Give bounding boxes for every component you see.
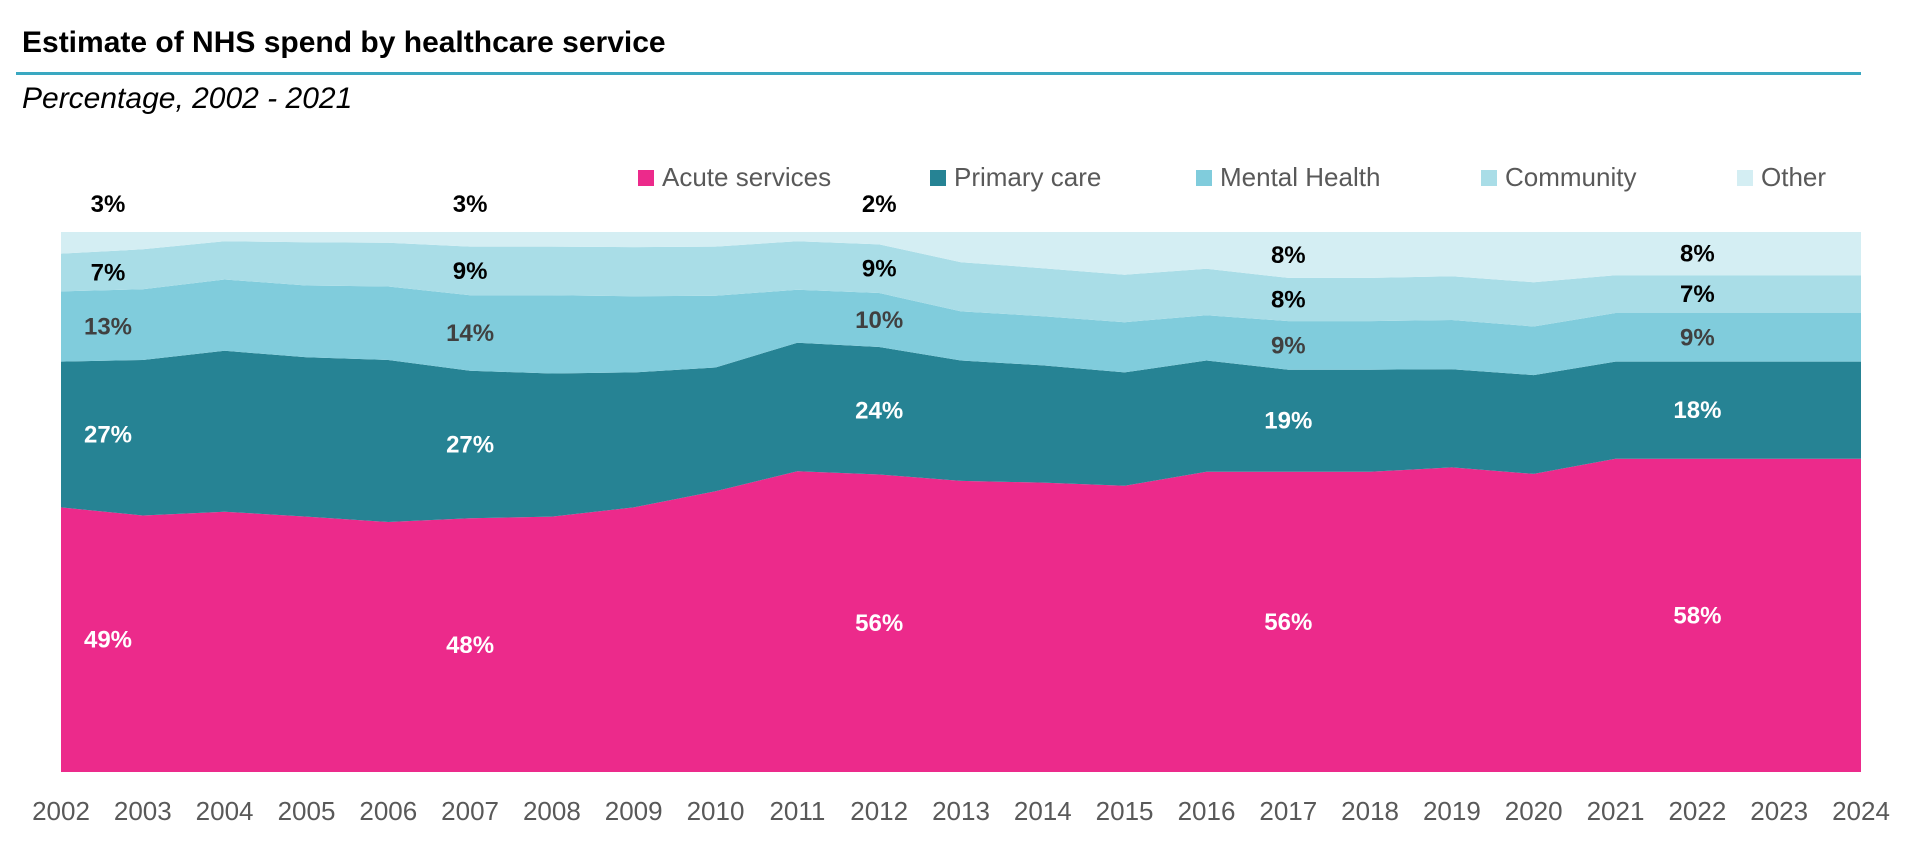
- data-label-other-2007: 3%: [453, 191, 488, 218]
- data-label-community-2012: 9%: [862, 256, 897, 283]
- x-tick-label-2011: 2011: [769, 796, 825, 826]
- x-axis-ticks: 2002 2003 2004 2005 2006 2007 2008 2009 2010 2011…: [32, 796, 1890, 826]
- data-label-acute-services-2022: 58%: [1673, 602, 1721, 629]
- data-label-primary-care-2012: 24%: [855, 398, 903, 425]
- data-label-other-2002: 3%: [91, 191, 126, 218]
- legend-swatch-other: [1737, 170, 1753, 186]
- data-label-other-2017: 8%: [1271, 242, 1306, 269]
- x-tick-label-2010: 2010: [687, 796, 745, 826]
- x-tick-label-2013: 2013: [932, 796, 990, 826]
- data-label-primary-care-2007: 27%: [446, 432, 494, 459]
- data-labels: 49% 27% 13% 7% 3% 48% 27% 14% 9% 3% 56% 24% 10% 9% 2% 5…: [84, 191, 1721, 659]
- legend-label-community: Community: [1505, 162, 1636, 192]
- data-label-community-2002: 7%: [91, 260, 126, 287]
- x-tick-label-2022: 2022: [1668, 796, 1726, 826]
- legend-swatch-acute-services: [638, 170, 654, 186]
- legend-label-other: Other: [1761, 162, 1826, 192]
- x-tick-label-2002: 2002: [32, 796, 90, 826]
- legend-swatch-primary-care: [930, 170, 946, 186]
- data-label-mental-health-2002: 13%: [84, 314, 132, 341]
- x-tick-label-2021: 2021: [1587, 796, 1645, 826]
- area-mental-health: [61, 279, 1861, 376]
- data-label-other-2012: 2%: [862, 191, 897, 218]
- data-label-mental-health-2007: 14%: [446, 320, 494, 347]
- x-tick-label-2005: 2005: [278, 796, 336, 826]
- data-label-acute-services-2017: 56%: [1264, 609, 1312, 636]
- data-label-primary-care-2002: 27%: [84, 422, 132, 449]
- data-label-mental-health-2022: 9%: [1680, 324, 1715, 351]
- x-tick-label-2012: 2012: [850, 796, 908, 826]
- data-label-other-2022: 8%: [1680, 241, 1715, 268]
- x-tick-label-2015: 2015: [1096, 796, 1154, 826]
- x-tick-label-2006: 2006: [359, 796, 417, 826]
- data-label-mental-health-2012: 10%: [855, 307, 903, 334]
- legend-swatch-mental-health: [1196, 170, 1212, 186]
- data-label-community-2022: 7%: [1680, 281, 1715, 308]
- data-label-acute-services-2002: 49%: [84, 627, 132, 654]
- x-tick-label-2016: 2016: [1178, 796, 1236, 826]
- x-tick-label-2023: 2023: [1750, 796, 1808, 826]
- data-label-mental-health-2017: 9%: [1271, 332, 1306, 359]
- legend-label-acute-services: Acute services: [662, 162, 831, 192]
- data-label-primary-care-2022: 18%: [1673, 397, 1721, 424]
- data-label-acute-services-2012: 56%: [855, 610, 903, 637]
- area-acute-services: [61, 458, 1861, 772]
- x-tick-label-2019: 2019: [1423, 796, 1481, 826]
- x-tick-label-2018: 2018: [1341, 796, 1399, 826]
- data-label-acute-services-2007: 48%: [446, 632, 494, 659]
- chart-subtitle: Percentage, 2002 - 2021: [22, 82, 353, 115]
- area-community: [61, 241, 1861, 327]
- legend-label-primary-care: Primary care: [954, 162, 1101, 192]
- x-tick-label-2009: 2009: [605, 796, 663, 826]
- chart-legend: Acute services Primary care Mental Health C…: [638, 162, 1826, 192]
- data-label-community-2007: 9%: [453, 258, 488, 285]
- x-tick-label-2008: 2008: [523, 796, 581, 826]
- title-divider: [16, 72, 1861, 75]
- x-tick-label-2003: 2003: [114, 796, 172, 826]
- area-other: [61, 232, 1861, 283]
- series-areas: [61, 232, 1861, 772]
- x-tick-label-2017: 2017: [1259, 796, 1317, 826]
- data-label-community-2017: 8%: [1271, 287, 1306, 314]
- x-tick-label-2014: 2014: [1014, 796, 1072, 826]
- chart-title: Estimate of NHS spend by healthcare serv…: [22, 26, 666, 59]
- legend-swatch-community: [1481, 170, 1497, 186]
- x-tick-label-2007: 2007: [441, 796, 499, 826]
- data-label-primary-care-2017: 19%: [1264, 408, 1312, 435]
- x-tick-label-2024: 2024: [1832, 796, 1890, 826]
- x-tick-label-2004: 2004: [196, 796, 254, 826]
- area-primary-care: [61, 342, 1861, 522]
- legend-label-mental-health: Mental Health: [1220, 162, 1380, 192]
- x-tick-label-2020: 2020: [1505, 796, 1563, 826]
